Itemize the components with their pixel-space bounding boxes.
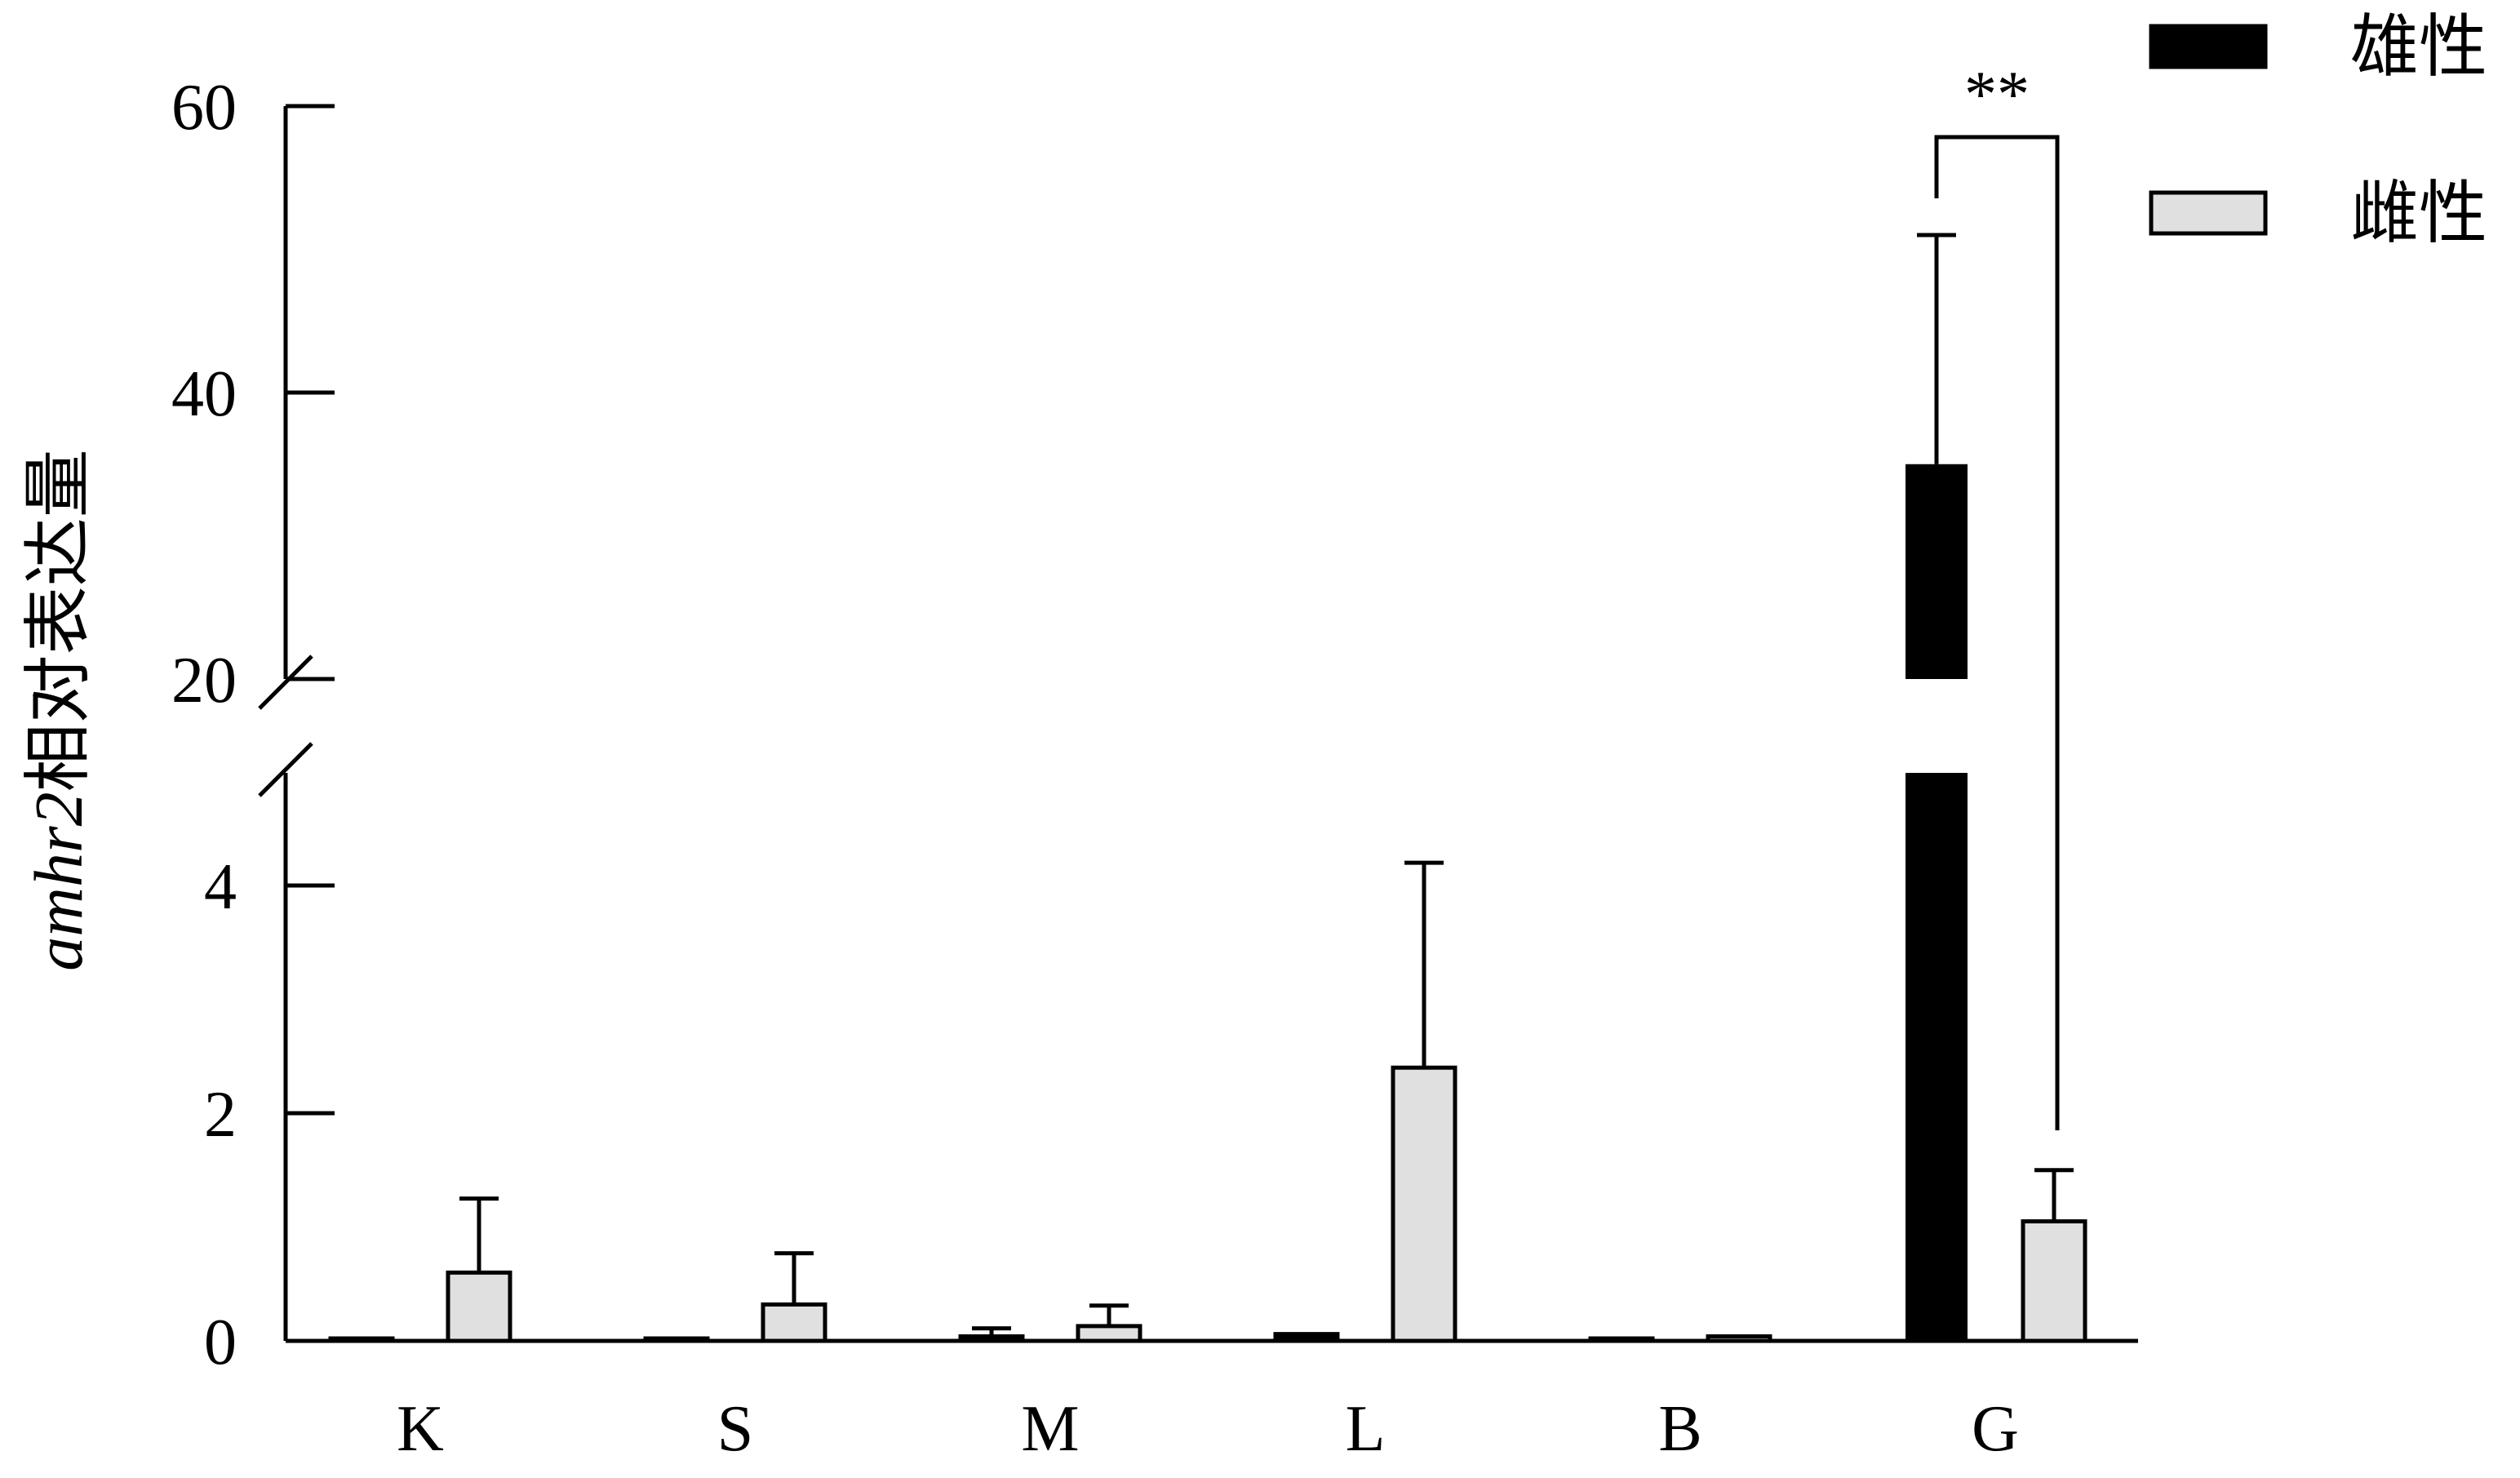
significance-stars: **	[1964, 59, 2030, 131]
bar-male-M	[958, 1334, 1025, 1343]
legend-swatch-male	[2149, 24, 2268, 69]
error-bars	[459, 233, 2074, 1337]
y-tick-label: 40	[171, 358, 237, 430]
bar-female-B	[1706, 1334, 1772, 1343]
significance-annotation: **	[1934, 59, 2060, 1130]
bar-male-G-upper	[1906, 464, 1968, 679]
y-tick-label: 4	[204, 851, 237, 923]
bar-male-G-lower	[1906, 773, 1968, 1341]
bar-male-B	[1588, 1336, 1655, 1343]
category-label-B: B	[1658, 1393, 1701, 1465]
category-label-L: L	[1346, 1393, 1386, 1465]
bar-female-K	[446, 1270, 512, 1343]
category-label-M: M	[1021, 1393, 1079, 1465]
tick-labels: 0 2 4 20 40 60	[171, 72, 335, 1378]
y-axis-label-text: 相对表达量	[18, 449, 98, 792]
category-label-S: S	[717, 1393, 754, 1465]
y-tick-label: 20	[171, 645, 237, 717]
bar-female-L	[1391, 1065, 1457, 1343]
bar-female-G	[2021, 1219, 2087, 1343]
bar-male-S	[643, 1336, 710, 1343]
category-label-K: K	[397, 1393, 444, 1465]
axis-break-mark	[258, 655, 313, 710]
y-axis-label: amhr2相对表达量	[18, 449, 98, 970]
bar-female-M	[1076, 1324, 1142, 1343]
legend-label-male: 雄性	[2350, 7, 2487, 87]
significance-bracket	[1934, 135, 2060, 1130]
axis-break-mark	[258, 742, 313, 797]
y-axis-label-gene: amhr2	[21, 792, 97, 970]
legend-swatch-female	[2149, 190, 2268, 236]
bar-female-S	[761, 1302, 827, 1343]
axes	[258, 106, 2138, 1343]
y-tick-label: 2	[204, 1079, 237, 1151]
bar-male-L	[1273, 1332, 1340, 1343]
bar-male-K	[328, 1336, 395, 1343]
category-label-G: G	[1972, 1393, 2019, 1465]
legend-label-female: 雌性	[2350, 173, 2487, 253]
bars	[328, 464, 2087, 1343]
y-tick-label: 60	[171, 72, 237, 144]
y-tick-label: 0	[204, 1307, 237, 1378]
